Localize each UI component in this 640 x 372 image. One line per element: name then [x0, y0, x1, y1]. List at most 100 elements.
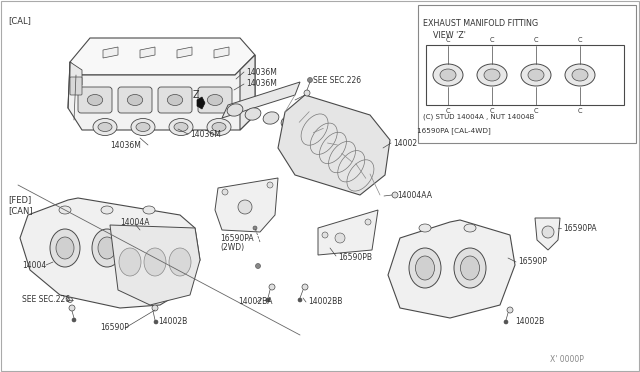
Ellipse shape	[415, 256, 435, 280]
Text: Z: Z	[193, 90, 200, 100]
Circle shape	[154, 320, 158, 324]
Circle shape	[322, 232, 328, 238]
Polygon shape	[278, 95, 390, 195]
Ellipse shape	[464, 224, 476, 232]
Ellipse shape	[167, 94, 182, 106]
Polygon shape	[140, 47, 155, 58]
Ellipse shape	[50, 229, 80, 267]
Text: C: C	[445, 37, 451, 43]
Text: SEE SEC.226: SEE SEC.226	[22, 295, 70, 305]
Text: 14036M: 14036M	[190, 129, 221, 138]
Ellipse shape	[144, 248, 166, 276]
Text: SEE SEC.226: SEE SEC.226	[313, 76, 361, 84]
Circle shape	[267, 182, 273, 188]
Circle shape	[72, 318, 76, 322]
Text: EXHAUST MANIFOLD FITTING: EXHAUST MANIFOLD FITTING	[423, 19, 538, 28]
Text: 14002B: 14002B	[515, 317, 544, 327]
Ellipse shape	[484, 69, 500, 81]
Text: 16590P: 16590P	[100, 324, 129, 333]
Circle shape	[542, 226, 554, 238]
Ellipse shape	[98, 122, 112, 131]
Ellipse shape	[572, 69, 588, 81]
Ellipse shape	[169, 119, 193, 135]
Text: 16590P: 16590P	[518, 257, 547, 266]
Text: 16590PA [CAL-4WD]: 16590PA [CAL-4WD]	[417, 127, 491, 134]
Circle shape	[304, 90, 310, 96]
Text: 14036M: 14036M	[246, 78, 277, 87]
Ellipse shape	[87, 94, 102, 106]
Text: 14002BB: 14002BB	[308, 298, 342, 307]
Ellipse shape	[227, 104, 243, 116]
Circle shape	[307, 77, 312, 83]
Ellipse shape	[440, 69, 456, 81]
Circle shape	[365, 219, 371, 225]
Ellipse shape	[131, 119, 155, 135]
Polygon shape	[110, 225, 200, 305]
Ellipse shape	[461, 256, 479, 280]
Ellipse shape	[263, 112, 279, 124]
Circle shape	[335, 233, 345, 243]
Polygon shape	[70, 62, 82, 85]
Polygon shape	[20, 198, 200, 308]
Text: [FED]: [FED]	[8, 195, 31, 204]
Ellipse shape	[169, 248, 191, 276]
Ellipse shape	[101, 206, 113, 214]
Text: [CAN]: [CAN]	[8, 206, 33, 215]
Polygon shape	[197, 97, 205, 109]
Ellipse shape	[136, 122, 150, 131]
Circle shape	[504, 320, 508, 324]
Text: X' 0000P: X' 0000P	[550, 356, 584, 365]
Circle shape	[507, 307, 513, 313]
Ellipse shape	[207, 119, 231, 135]
Text: 14002B: 14002B	[158, 317, 188, 327]
Text: C: C	[490, 108, 494, 114]
Polygon shape	[214, 47, 229, 58]
Polygon shape	[388, 220, 515, 318]
Circle shape	[266, 298, 270, 302]
Text: C: C	[490, 37, 494, 43]
FancyBboxPatch shape	[70, 77, 82, 95]
Circle shape	[238, 200, 252, 214]
Ellipse shape	[59, 206, 71, 214]
Ellipse shape	[140, 237, 158, 259]
Polygon shape	[222, 82, 300, 118]
Ellipse shape	[419, 224, 431, 232]
Ellipse shape	[207, 94, 223, 106]
Ellipse shape	[56, 237, 74, 259]
Text: [CAL]: [CAL]	[8, 16, 31, 25]
Text: 14002BA: 14002BA	[238, 298, 273, 307]
FancyBboxPatch shape	[78, 87, 112, 113]
Text: C: C	[534, 37, 538, 43]
Polygon shape	[535, 218, 560, 250]
Text: 16590PB: 16590PB	[338, 253, 372, 263]
Ellipse shape	[98, 237, 116, 259]
Circle shape	[253, 226, 257, 230]
Bar	[418, 5, 636, 143]
Ellipse shape	[409, 248, 441, 288]
Ellipse shape	[143, 206, 155, 214]
Text: 14004AA: 14004AA	[397, 190, 432, 199]
Text: C: C	[578, 37, 582, 43]
Ellipse shape	[477, 64, 507, 86]
Text: 14004: 14004	[22, 260, 46, 269]
Text: 14004A: 14004A	[120, 218, 150, 227]
FancyBboxPatch shape	[118, 87, 152, 113]
Ellipse shape	[212, 122, 226, 131]
Circle shape	[298, 298, 302, 302]
FancyBboxPatch shape	[158, 87, 192, 113]
Ellipse shape	[119, 248, 141, 276]
Ellipse shape	[521, 64, 551, 86]
Ellipse shape	[281, 116, 297, 128]
Circle shape	[392, 192, 398, 198]
Polygon shape	[68, 55, 255, 130]
Ellipse shape	[245, 108, 261, 120]
Circle shape	[255, 263, 260, 269]
Ellipse shape	[93, 119, 117, 135]
Polygon shape	[318, 210, 378, 255]
Circle shape	[69, 305, 75, 311]
Ellipse shape	[174, 122, 188, 131]
Text: 14002: 14002	[393, 138, 417, 148]
Text: C: C	[534, 108, 538, 114]
Text: 16590PA: 16590PA	[563, 224, 596, 232]
Text: 16590PA: 16590PA	[220, 234, 253, 243]
